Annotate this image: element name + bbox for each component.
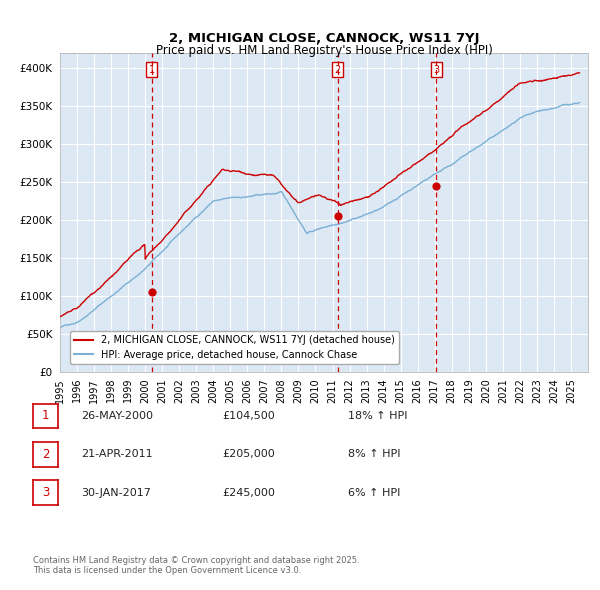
Text: 18% ↑ HPI: 18% ↑ HPI <box>348 411 407 421</box>
Point <box>431 181 441 191</box>
Point <box>147 288 157 297</box>
Legend: 2, MICHIGAN CLOSE, CANNOCK, WS11 7YJ (detached house), HPI: Average price, detac: 2, MICHIGAN CLOSE, CANNOCK, WS11 7YJ (de… <box>70 331 399 363</box>
Text: £245,000: £245,000 <box>222 488 275 497</box>
Text: 2, MICHIGAN CLOSE, CANNOCK, WS11 7YJ: 2, MICHIGAN CLOSE, CANNOCK, WS11 7YJ <box>169 32 479 45</box>
Text: 2: 2 <box>42 448 49 461</box>
Text: £205,000: £205,000 <box>222 450 275 459</box>
Text: 1: 1 <box>149 65 155 75</box>
Text: 30-JAN-2017: 30-JAN-2017 <box>81 488 151 497</box>
Text: £104,500: £104,500 <box>222 411 275 421</box>
Text: 26-MAY-2000: 26-MAY-2000 <box>81 411 153 421</box>
Text: 2: 2 <box>335 65 341 75</box>
Text: 3: 3 <box>42 486 49 499</box>
Text: 6% ↑ HPI: 6% ↑ HPI <box>348 488 400 497</box>
Text: 8% ↑ HPI: 8% ↑ HPI <box>348 450 401 459</box>
Text: Price paid vs. HM Land Registry's House Price Index (HPI): Price paid vs. HM Land Registry's House … <box>155 44 493 57</box>
Text: 1: 1 <box>42 409 49 422</box>
Text: 21-APR-2011: 21-APR-2011 <box>81 450 152 459</box>
Text: 3: 3 <box>433 65 439 75</box>
Point <box>333 211 343 221</box>
Text: Contains HM Land Registry data © Crown copyright and database right 2025.
This d: Contains HM Land Registry data © Crown c… <box>33 556 359 575</box>
